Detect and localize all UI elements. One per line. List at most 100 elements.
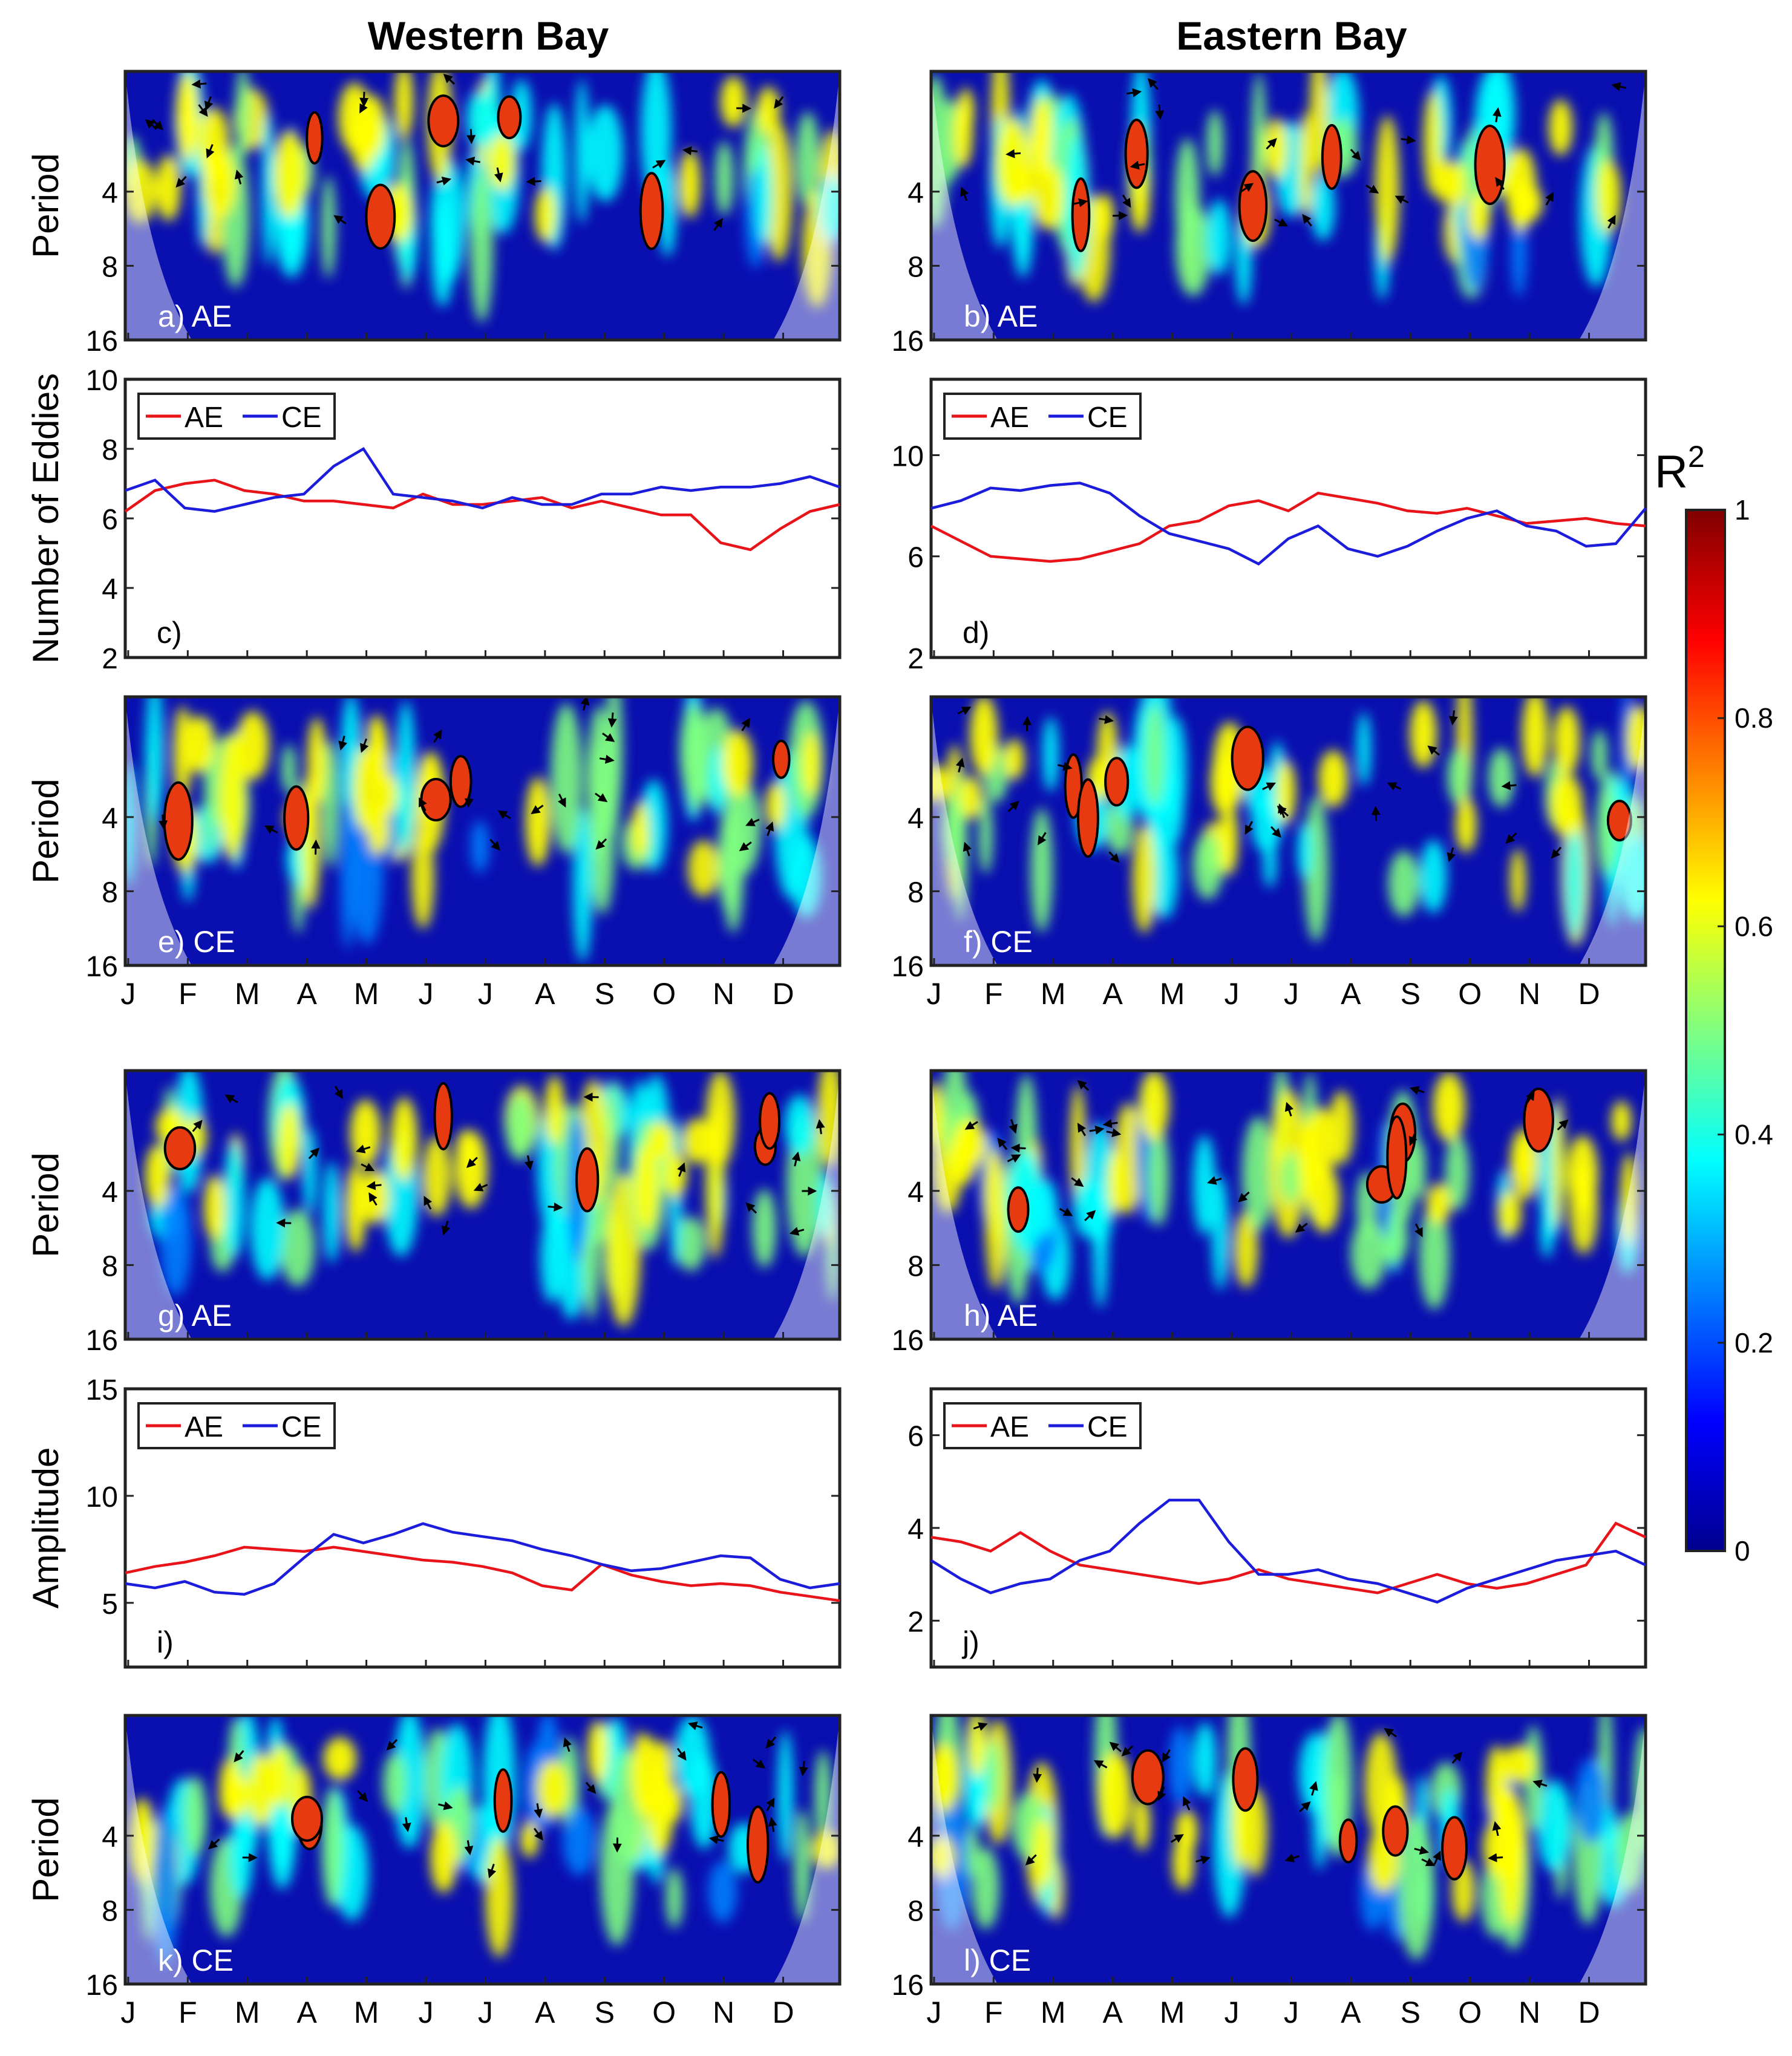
- phase-arrow: [580, 697, 590, 711]
- phase-arrow: [1421, 1858, 1436, 1866]
- significance-regions: [1071, 119, 1506, 252]
- coherence-blob: [1206, 109, 1224, 177]
- phase-arrow: [973, 1722, 988, 1731]
- significance-regions: [1131, 1747, 1468, 1881]
- y-tick-label: 4: [102, 573, 118, 605]
- phase-arrow: [1295, 1222, 1308, 1233]
- coherence-blob: [340, 798, 356, 950]
- y-axis-label: Period: [25, 153, 66, 258]
- phase-arrow: [494, 167, 503, 183]
- phase-arrow: [1501, 781, 1517, 791]
- coherence-blob: [1511, 209, 1528, 297]
- panel-label: e) CE: [158, 925, 235, 959]
- coherence-blob: [1626, 705, 1646, 771]
- phase-arrow: [436, 177, 452, 186]
- significant-region: [1321, 123, 1342, 190]
- phase-arrow: [774, 96, 784, 109]
- phase-arrow: [357, 1790, 368, 1802]
- month-label: J: [1284, 977, 1299, 1011]
- coherence-blob: [183, 716, 215, 773]
- phase-arrow: [192, 1120, 203, 1132]
- significant-region: [163, 781, 194, 861]
- coherence-blob: [1139, 1071, 1169, 1141]
- coherence-blob: [469, 168, 494, 322]
- phase-arrow: [688, 1721, 703, 1731]
- coherence-blob: [1540, 1203, 1554, 1258]
- month-label: A: [296, 977, 317, 1011]
- coherence-blobs: [125, 697, 824, 962]
- phase-arrow: [1038, 832, 1047, 846]
- phase-arrow: [191, 79, 207, 89]
- phase-arrow: [489, 838, 501, 851]
- coherence-blob: [223, 1141, 245, 1258]
- phase-arrow: [1607, 215, 1616, 229]
- phase-arrow: [1262, 782, 1277, 791]
- y-tick-label: 6: [907, 542, 924, 574]
- phase-arrow: [355, 1144, 371, 1154]
- coherence-blob: [396, 700, 416, 854]
- phase-arrow: [745, 818, 760, 826]
- coherence-blobs: [129, 1715, 840, 1966]
- coherence-blob: [1620, 1152, 1638, 1243]
- coherence-blob: [607, 1079, 621, 1188]
- phase-arrow: [1025, 1854, 1037, 1866]
- phase-arrow: [1414, 1846, 1429, 1855]
- axes-frame: [929, 1069, 1647, 1341]
- coherence-blob: [125, 158, 157, 223]
- coherence-blobs: [125, 71, 840, 322]
- month-label: J: [120, 1996, 136, 2029]
- month-label: D: [1578, 1996, 1600, 2029]
- month-label: D: [772, 977, 794, 1011]
- coherence-blob: [1169, 1726, 1192, 1806]
- significant-region: [283, 785, 310, 851]
- coherence-field: [931, 71, 1646, 340]
- coherence-blob: [145, 697, 164, 823]
- coherence-blob: [812, 1829, 840, 1869]
- significant-region: [746, 1805, 770, 1884]
- month-label: A: [1341, 1996, 1361, 2029]
- significant-region: [449, 755, 473, 808]
- coherence-blob: [247, 1753, 275, 1826]
- coherence-blob: [488, 133, 516, 191]
- coherence-blob: [952, 1118, 987, 1169]
- significant-region: [639, 172, 664, 250]
- month-label: F: [178, 1996, 197, 2029]
- coherence-blob: [1193, 1722, 1217, 1797]
- coherence-blob: [587, 105, 624, 202]
- coherence-blob: [1206, 199, 1231, 275]
- phase-arrow: [443, 73, 456, 85]
- coherence-blob: [931, 764, 948, 802]
- coherence-blob: [1098, 1751, 1132, 1839]
- coherence-blob: [1565, 822, 1584, 939]
- coherence-blob: [1549, 773, 1583, 838]
- phase-arrow: [464, 1840, 474, 1856]
- series-line-ae: [930, 491, 1646, 563]
- y-tick-label: 8: [907, 876, 924, 909]
- phase-arrow: [366, 1181, 382, 1190]
- coherence-blob: [280, 1209, 315, 1287]
- phase-arrow: [1270, 826, 1281, 838]
- y-tick-label: 8: [102, 1250, 118, 1282]
- coherence-blob: [942, 794, 964, 868]
- coherence-blob: [587, 742, 604, 805]
- coherence-blob: [634, 1143, 659, 1231]
- phase-arrow: [1147, 78, 1159, 90]
- significant-region: [1231, 725, 1264, 791]
- month-label: J: [926, 1996, 941, 2029]
- significance-regions: [163, 1082, 781, 1213]
- coherence-blob: [1148, 1126, 1169, 1226]
- coherence-blob: [152, 1808, 178, 1966]
- coherence-blob: [802, 731, 820, 797]
- coherence-blob: [394, 71, 414, 140]
- phase-arrow: [1033, 1767, 1042, 1783]
- coherence-blob: [756, 86, 780, 135]
- significant-region: [420, 777, 452, 822]
- phase-arrows: [964, 1080, 1569, 1238]
- significant-region: [427, 94, 460, 148]
- month-label: M: [1041, 1996, 1066, 2029]
- phase-arrow: [423, 1195, 433, 1210]
- panel-j: 2 4 6 AE CE j): [907, 1387, 1647, 1669]
- phase-arrow: [534, 1803, 543, 1819]
- coherence-blob: [708, 1861, 737, 1923]
- month-label: F: [984, 977, 1003, 1011]
